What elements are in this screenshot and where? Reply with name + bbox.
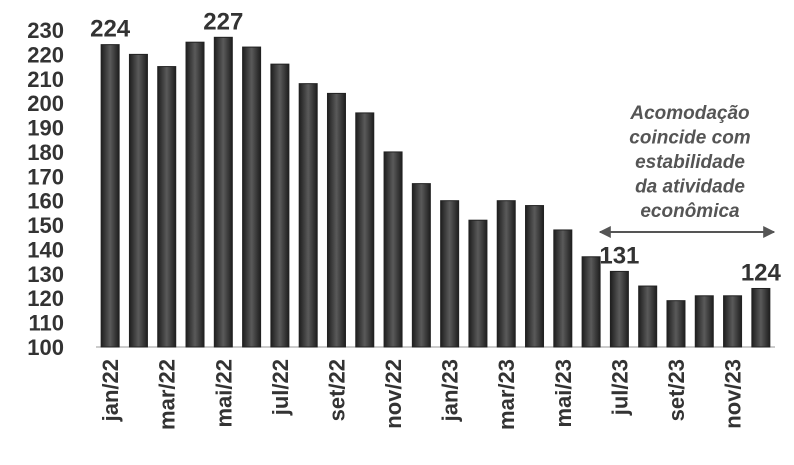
bar [468,219,488,348]
value-label: 224 [90,16,131,43]
bar [298,83,318,348]
bar [213,36,233,348]
y-tick-label: 210 [27,67,64,92]
bar [723,295,743,348]
annotation: Acomodação [629,103,749,124]
bar [553,229,573,348]
x-tick-label: jan/23 [438,359,463,422]
x-tick-label: mai/22 [211,359,236,428]
value-label: 227 [203,8,243,35]
bar [751,287,771,348]
bar [609,270,629,348]
y-tick-label: 120 [27,286,64,311]
x-tick-label: set/22 [324,359,349,421]
bar [157,66,177,348]
x-tick-label: nov/23 [721,359,746,429]
annotation: estabilidade [635,152,745,173]
y-tick-label: 100 [27,335,64,360]
x-tick-label: jan/22 [98,359,123,422]
x-tick-label: mar/22 [155,359,180,430]
bar [383,151,403,348]
bar [185,41,205,348]
x-tick-label: jul/23 [607,359,632,416]
y-tick-label: 190 [27,116,64,141]
bar [525,205,545,348]
bar [694,295,714,348]
bar [100,44,120,348]
y-tick-label: 140 [27,237,64,262]
x-tick-label: mai/23 [551,359,576,428]
bar [440,200,460,348]
y-tick-label: 160 [27,189,64,214]
bar [242,46,262,348]
y-tick-label: 130 [27,262,64,287]
bar [638,285,658,348]
y-tick-label: 110 [29,311,65,336]
y-tick-label: 230 [27,18,64,43]
annotation: coincide com [629,128,751,149]
bar [496,200,516,348]
bar [355,112,375,348]
annotation: da atividade [635,177,745,198]
y-tick-label: 200 [27,91,64,116]
y-tick-label: 180 [27,140,64,165]
y-tick-label: 220 [27,42,64,67]
bar [411,183,431,348]
bar [666,300,686,348]
value-label: 131 [599,242,639,269]
bar [581,256,601,348]
bar [326,92,346,348]
annotation: econômica [640,201,740,222]
x-tick-label: mar/23 [494,359,519,430]
value-label: 124 [741,259,782,286]
bar [128,53,148,348]
y-tick-label: 150 [27,213,64,238]
x-tick-label: jul/22 [268,359,293,416]
x-tick-label: nov/22 [381,359,406,429]
bar [270,63,290,348]
y-tick-label: 170 [27,164,64,189]
x-tick-label: set/23 [664,359,689,421]
